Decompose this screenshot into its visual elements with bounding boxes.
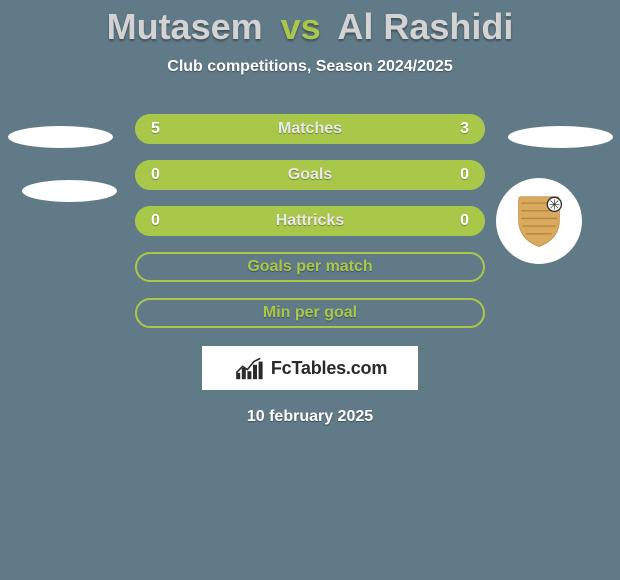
stat-label: Hattricks [276,212,344,230]
stat-row: 0 Goals 0 [135,160,485,190]
stat-right-value: 0 [460,166,469,184]
player-2-name: Al Rashidi [337,6,513,47]
stat-left-value: 5 [151,120,160,138]
player-1-placeholder-oval [22,180,117,202]
bar-chart-icon [233,355,265,381]
stat-row: Min per goal [135,298,485,328]
vs-label: vs [281,6,321,47]
stat-row: 0 Hattricks 0 [135,206,485,236]
stat-left-value: 0 [151,212,160,230]
stat-left-value: 0 [151,166,160,184]
stat-right-value: 3 [460,120,469,138]
player-1-placeholder-oval [8,126,113,148]
trophy-icon [507,189,571,253]
subtitle: Club competitions, Season 2024/2025 [0,58,620,76]
comparison-title: Mutasem vs Al Rashidi [0,0,620,48]
stat-row: Goals per match [135,252,485,282]
stat-right-value: 0 [460,212,469,230]
stat-label: Min per goal [263,304,357,322]
player-2-placeholder-oval [508,126,613,148]
stat-label: Goals per match [247,258,372,276]
logo-text: FcTables.com [271,358,387,379]
trophy-badge [496,178,582,264]
stat-row: 5 Matches 3 [135,114,485,144]
report-date: 10 february 2025 [0,408,620,426]
stat-label: Matches [278,120,342,138]
player-1-name: Mutasem [107,6,263,47]
stat-label: Goals [288,166,332,184]
fctables-logo: FcTables.com [202,346,418,390]
